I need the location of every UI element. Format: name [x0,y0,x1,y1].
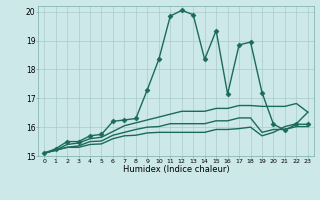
X-axis label: Humidex (Indice chaleur): Humidex (Indice chaleur) [123,165,229,174]
